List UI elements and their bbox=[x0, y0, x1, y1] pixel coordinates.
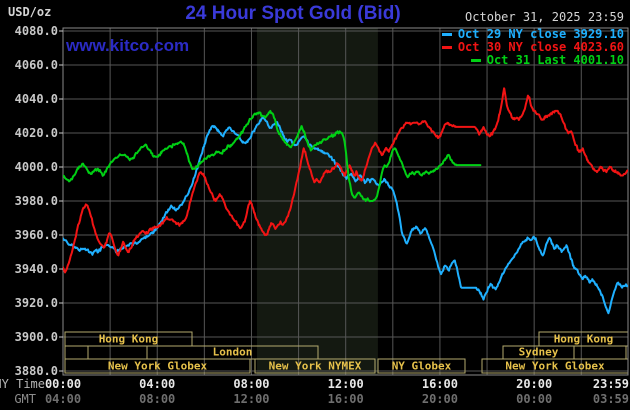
chart-datetime: October 31, 2025 23:59 bbox=[465, 10, 624, 24]
session-label: Sydney bbox=[519, 346, 559, 359]
legend-item-oct31: Oct 31 Last 4001.10 bbox=[442, 53, 624, 67]
kitco-watermark-link[interactable]: www.kitco.com bbox=[66, 36, 190, 55]
y-tick-label: 4080.0 bbox=[15, 24, 58, 38]
session-box-new-york-globex bbox=[64, 358, 251, 374]
session-box-new-york-nymex bbox=[254, 358, 376, 374]
y-tick-label: 4040.0 bbox=[15, 92, 58, 106]
session-label: New York NYMEX bbox=[269, 360, 362, 373]
session-label: New York Globex bbox=[108, 360, 208, 373]
x-tick-gmt-label: 20:00 bbox=[422, 392, 458, 406]
x-tick-gmt-label: 04:00 bbox=[45, 392, 81, 406]
session-box-ny-globex bbox=[377, 358, 466, 374]
y-tick-label: 4020.0 bbox=[15, 126, 58, 140]
y-tick-label: 3960.0 bbox=[15, 228, 58, 242]
y-axis-units-label: USD/oz bbox=[8, 5, 52, 19]
x-tick-ny-label: 20:00 bbox=[516, 377, 552, 391]
legend-label-oct30: Oct 30 NY close 4023.60 bbox=[457, 40, 624, 54]
ny-time-axis-label: NY Time bbox=[0, 377, 45, 391]
price-line-oct-31 bbox=[63, 109, 482, 203]
x-tick-gmt-label: 08:00 bbox=[139, 392, 175, 406]
y-tick-label: 4060.0 bbox=[15, 58, 58, 72]
oct29-line-marker-icon bbox=[441, 33, 452, 36]
session-label: NY Globex bbox=[392, 360, 452, 373]
session-label: Hong Kong bbox=[99, 333, 159, 346]
y-tick-label: 3980.0 bbox=[15, 194, 58, 208]
x-tick-ny-label: 00:00 bbox=[45, 377, 81, 391]
oct30-line-marker-icon bbox=[441, 46, 452, 49]
page-title: 24 Hour Spot Gold (Bid) bbox=[185, 3, 401, 24]
session-box-unlabeled bbox=[87, 345, 148, 360]
y-tick-label: 3880.0 bbox=[15, 364, 58, 378]
x-tick-gmt-label: 00:00 bbox=[516, 392, 552, 406]
session-box-unlabeled bbox=[64, 345, 89, 360]
session-label: New York Globex bbox=[505, 360, 605, 373]
y-tick-label: 3900.0 bbox=[15, 330, 58, 344]
legend-item-oct30: Oct 30 NY close 4023.60 bbox=[441, 40, 624, 54]
x-tick-ny-label: 12:00 bbox=[328, 377, 364, 391]
x-tick-ny-label: 16:00 bbox=[422, 377, 458, 391]
oct31-line-marker-icon bbox=[470, 59, 481, 62]
session-label: Hong Kong bbox=[554, 333, 614, 346]
session-label: London bbox=[213, 346, 253, 359]
x-tick-gmt-label: 16:00 bbox=[328, 392, 364, 406]
y-tick-label: 4000.0 bbox=[15, 160, 58, 174]
gmt-axis-label: GMT bbox=[14, 392, 36, 406]
x-tick-ny-label: 04:00 bbox=[139, 377, 175, 391]
x-tick-gmt-label: 12:00 bbox=[233, 392, 269, 406]
legend-label-oct29: Oct 29 NY close 3929.10 bbox=[457, 27, 624, 41]
x-tick-ny-label: 23:59 bbox=[593, 377, 629, 391]
y-tick-label: 3940.0 bbox=[15, 262, 58, 276]
y-tick-label: 3920.0 bbox=[15, 296, 58, 310]
legend-label-oct31: Oct 31 Last 4001.10 bbox=[486, 53, 624, 67]
price-line-oct-30 bbox=[63, 87, 628, 274]
x-tick-ny-label: 08:00 bbox=[233, 377, 269, 391]
x-tick-gmt-label: 03:59 bbox=[593, 392, 629, 406]
legend: Oct 29 NY close 3929.10 Oct 30 NY close … bbox=[441, 27, 624, 67]
legend-item-oct29: Oct 29 NY close 3929.10 bbox=[441, 27, 624, 41]
session-box-unlabeled bbox=[573, 345, 627, 360]
